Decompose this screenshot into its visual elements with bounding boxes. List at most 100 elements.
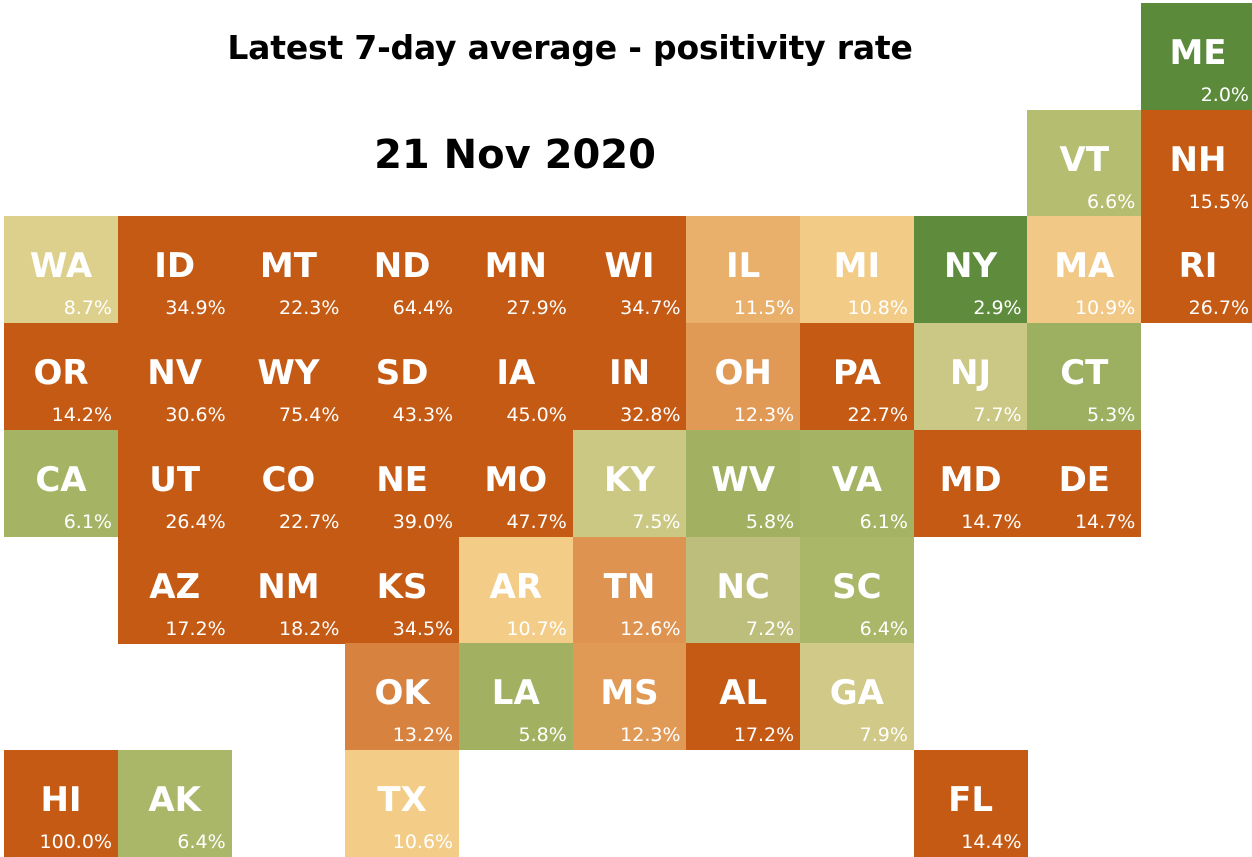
state-tile-ak: AK 6.4% (117, 749, 232, 857)
state-abbr: ME (1169, 33, 1227, 73)
state-abbr: KS (376, 566, 428, 607)
state-positivity-value: 45.0% (506, 404, 567, 427)
state-abbr: NH (1169, 139, 1227, 180)
state-positivity-value: 75.4% (279, 404, 340, 427)
state-tile-al: AL 17.2% (686, 643, 801, 751)
state-tile-ri: RI 26.7% (1141, 216, 1252, 324)
state-tile-ar: AR 10.7% (458, 536, 573, 644)
state-positivity-value: 11.5% (733, 297, 795, 320)
state-positivity-value: 34.9% (165, 297, 226, 320)
state-tile-ut: UT 26.4% (117, 429, 232, 537)
state-abbr: LA (491, 673, 540, 714)
state-abbr: IA (496, 353, 536, 394)
state-positivity-value: 6.6% (1087, 190, 1136, 213)
state-tile-sc: SC 6.4% (799, 536, 914, 644)
state-abbr: OR (33, 353, 89, 394)
state-tile-mo: MO 47.7% (458, 429, 573, 537)
state-positivity-value: 5.8% (745, 510, 795, 533)
state-positivity-value: 100.0% (39, 830, 112, 853)
state-positivity-value: 43.3% (392, 404, 454, 427)
state-abbr: AR (489, 566, 543, 607)
state-abbr: MA (1054, 246, 1115, 287)
state-positivity-value: 39.0% (392, 510, 454, 533)
state-abbr: NC (716, 566, 770, 607)
state-tile-ia: IA 45.0% (458, 323, 573, 431)
state-tile-nd: ND 64.4% (345, 216, 460, 324)
state-tile-nc: NC 7.2% (686, 536, 801, 644)
state-abbr: NJ (950, 353, 992, 394)
state-tile-la: LA 5.8% (458, 643, 573, 751)
state-abbr: MO (484, 459, 548, 500)
state-tile-ok: OK 13.2% (345, 643, 460, 751)
state-positivity-value: 12.3% (620, 724, 681, 747)
state-tile-co: CO 22.7% (231, 429, 346, 537)
state-positivity-value: 26.4% (165, 510, 226, 533)
state-positivity-value: 6.1% (859, 510, 908, 533)
state-tile-md: MD 14.7% (913, 429, 1028, 537)
state-tile-id: ID 34.9% (117, 216, 232, 324)
state-tile-ks: KS 34.5% (345, 536, 460, 644)
state-tile-va: VA 6.1% (799, 429, 914, 537)
state-abbr: AL (719, 673, 768, 714)
state-positivity-value: 7.5% (632, 510, 681, 533)
state-positivity-value: 8.7% (63, 297, 112, 320)
state-tile-ma: MA 10.9% (1027, 216, 1142, 324)
map-title: Latest 7-day average - positivity rate (227, 28, 913, 67)
state-abbr: SC (832, 566, 882, 607)
state-tile-hi: HI 100.0% (4, 749, 118, 857)
state-tile-or: OR 14.2% (4, 323, 118, 431)
state-tile-ky: KY 7.5% (572, 429, 687, 537)
state-abbr: ID (154, 246, 196, 287)
state-abbr: AK (148, 779, 202, 820)
state-abbr: VT (1059, 139, 1110, 180)
state-tile-de: DE 14.7% (1027, 429, 1142, 537)
state-abbr: DE (1058, 459, 1111, 500)
state-abbr: WV (711, 459, 776, 500)
state-positivity-value: 7.7% (973, 404, 1022, 427)
state-tile-mn: MN 27.9% (458, 216, 573, 324)
state-abbr: FL (948, 779, 994, 820)
state-positivity-value: 32.8% (620, 404, 681, 427)
state-tile-me: ME 2.0% (1141, 3, 1252, 110)
state-positivity-value: 17.2% (733, 724, 795, 747)
state-abbr: MN (484, 246, 547, 287)
state-abbr: ND (373, 246, 431, 287)
state-positivity-value: 27.9% (506, 297, 567, 320)
state-positivity-value: 18.2% (279, 617, 340, 640)
state-positivity-value: 6.4% (177, 830, 226, 853)
state-positivity-value: 14.7% (1074, 510, 1136, 533)
state-positivity-value: 6.4% (859, 617, 908, 640)
state-positivity-value: 14.7% (961, 510, 1022, 533)
state-abbr: KY (604, 459, 655, 500)
state-tile-ny: NY 2.9% (913, 216, 1028, 324)
state-positivity-value: 34.7% (620, 297, 681, 320)
state-tile-in: IN 32.8% (572, 323, 687, 431)
state-positivity-value: 12.3% (733, 404, 795, 427)
state-positivity-value: 5.3% (1087, 404, 1136, 427)
state-positivity-value: 30.6% (165, 404, 226, 427)
state-positivity-value: 22.7% (279, 510, 340, 533)
state-abbr: GA (829, 673, 884, 714)
state-abbr: CO (261, 459, 316, 500)
state-tile-wy: WY 75.4% (231, 323, 346, 431)
state-tile-ga: GA 7.9% (799, 643, 914, 751)
state-tile-ne: NE 39.0% (345, 429, 460, 537)
state-positivity-value: 12.6% (620, 617, 681, 640)
state-abbr: MS (600, 673, 659, 714)
state-tile-mt: MT 22.3% (231, 216, 346, 324)
state-positivity-value: 5.8% (518, 724, 567, 747)
state-abbr: NE (376, 459, 428, 500)
state-abbr: NM (257, 566, 320, 607)
state-tile-wa: WA 8.7% (4, 216, 118, 324)
state-tile-nm: NM 18.2% (231, 536, 346, 644)
state-abbr: MI (833, 246, 881, 287)
state-tile-tx: TX 10.6% (345, 749, 460, 857)
state-abbr: AZ (149, 566, 201, 607)
state-tile-nv: NV 30.6% (117, 323, 232, 431)
state-abbr: NY (944, 246, 998, 287)
state-abbr: IN (608, 353, 651, 394)
state-positivity-value: 22.3% (279, 297, 340, 320)
state-tile-pa: PA 22.7% (799, 323, 914, 431)
state-positivity-value: 7.2% (745, 617, 795, 640)
